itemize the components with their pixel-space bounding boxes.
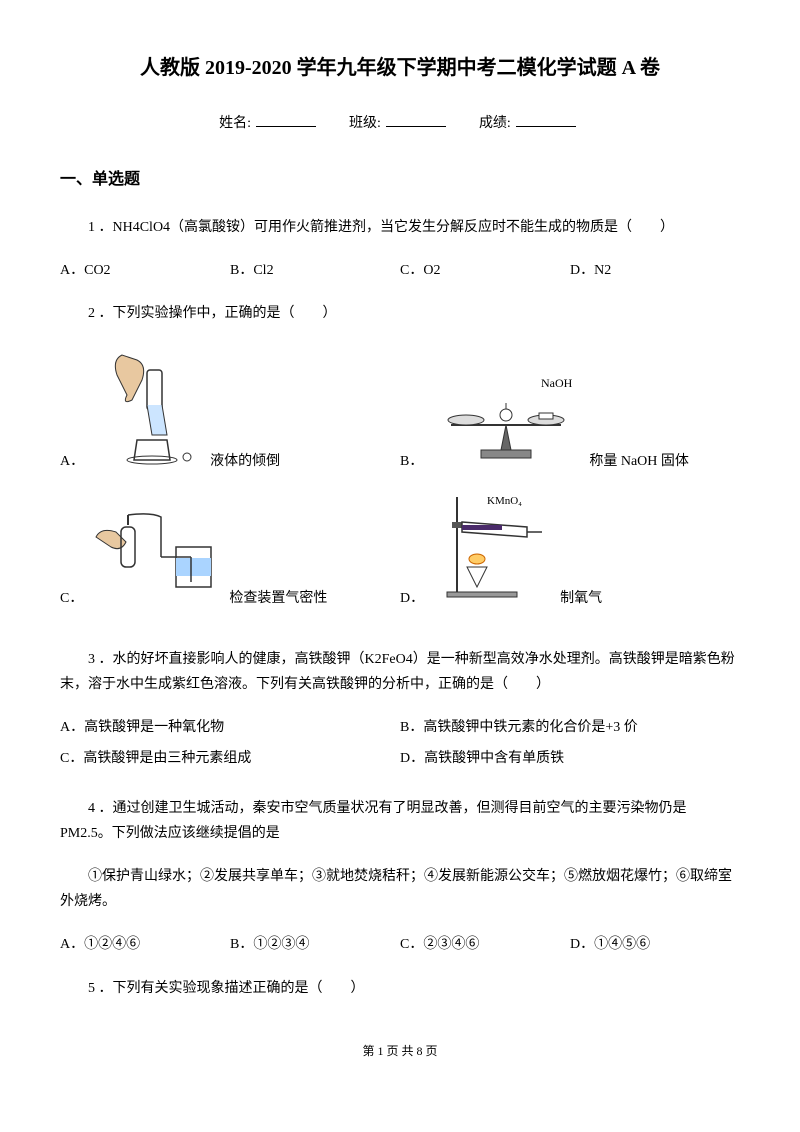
question-2: 2 ．下列实验操作中，正确的是（ ） — [60, 301, 740, 326]
q2-b-prefix: B． — [400, 449, 423, 474]
q2-d-prefix: D． — [400, 586, 424, 611]
q3-opt-a[interactable]: A．高铁酸钾是一种氧化物 — [60, 715, 400, 740]
q2-opt-a[interactable]: A． 液体的倾倒 — [60, 345, 400, 474]
q3-opt-d[interactable]: D．高铁酸钾中含有单质铁 — [400, 746, 740, 771]
q2-opt-d[interactable]: D． KMnO₄ 制氧气 — [400, 492, 740, 611]
q2-image-options: A． 液体的倾倒 B． NaOH — [60, 345, 740, 629]
question-4: 4 ．通过创建卫生城活动，秦安市空气质量状况有了明显改善，但测得目前空气的主要污… — [60, 796, 740, 846]
question-3: 3 ．水的好坏直接影响人的健康，高铁酸钾（K2FeO4）是一种新型高效净水处理剂… — [60, 647, 740, 697]
q2-c-label: 检查装置气密性 — [229, 586, 327, 611]
q1-options: A．CO2 B．Cl2 C．O2 D．N2 — [60, 258, 740, 283]
score-blank[interactable] — [516, 126, 576, 127]
question-1: 1 ．NH4ClO4（高氯酸铵）可用作火箭推进剂，当它发生分解反应时不能生成的物… — [60, 215, 740, 240]
exam-title: 人教版 2019-2020 学年九年级下学期中考二模化学试题 A 卷 — [60, 50, 740, 86]
q1-opt-b[interactable]: B．Cl2 — [230, 258, 400, 283]
q4-items: ①保护青山绿水；②发展共享单车；③就地焚烧秸秆；④发展新能源公交车；⑤燃放烟花爆… — [60, 864, 740, 914]
q1-opt-a[interactable]: A．CO2 — [60, 258, 230, 283]
q4-opt-c[interactable]: C．②③④⑥ — [400, 932, 570, 957]
q2-d-label: 制氧气 — [560, 586, 602, 611]
q3-opt-c[interactable]: C．高铁酸钾是由三种元素组成 — [60, 746, 400, 771]
class-blank[interactable] — [386, 126, 446, 127]
student-info-row: 姓名: 班级: 成绩: — [60, 111, 740, 136]
kmno4-label: KMnO₄ — [487, 495, 522, 507]
q2-opt-c[interactable]: C． 检查装置气密性 — [60, 507, 400, 611]
q4-options: A．①②④⑥ B．①②③④ C．②③④⑥ D．①④⑤⑥ — [60, 932, 740, 957]
q1-opt-d[interactable]: D．N2 — [570, 258, 740, 283]
q2-a-label: 液体的倾倒 — [210, 449, 280, 474]
q4-opt-a[interactable]: A．①②④⑥ — [60, 932, 230, 957]
balance-scale-icon: NaOH — [431, 375, 581, 474]
q2-a-prefix: A． — [60, 449, 84, 474]
score-label: 成绩: — [479, 116, 511, 131]
class-label: 班级: — [349, 116, 381, 131]
q4-opt-b[interactable]: B．①②③④ — [230, 932, 400, 957]
q2-b-label: 称量 NaOH 固体 — [589, 449, 689, 474]
name-label: 姓名: — [219, 116, 251, 131]
q4-opt-d[interactable]: D．①④⑤⑥ — [570, 932, 740, 957]
pouring-liquid-icon — [92, 345, 202, 474]
q3-text: 3 ．水的好坏直接影响人的健康，高铁酸钾（K2FeO4）是一种新型高效净水处理剂… — [60, 652, 735, 692]
q1-opt-c[interactable]: C．O2 — [400, 258, 570, 283]
name-blank[interactable] — [256, 126, 316, 127]
q3-options: A．高铁酸钾是一种氧化物 B．高铁酸钾中铁元素的化合价是+3 价 C．高铁酸钾是… — [60, 715, 740, 777]
q2-c-prefix: C． — [60, 586, 83, 611]
oxygen-prep-icon: KMnO₄ — [432, 492, 552, 611]
question-5: 5 ．下列有关实验现象描述正确的是（ ） — [60, 976, 740, 1001]
q3-opt-b[interactable]: B．高铁酸钾中铁元素的化合价是+3 价 — [400, 715, 740, 740]
airtight-check-icon — [91, 507, 221, 611]
naoh-label: NaOH — [541, 376, 573, 390]
q2-opt-b[interactable]: B． NaOH 称量 NaOH 固体 — [400, 375, 740, 474]
section-1-header: 一、单选题 — [60, 166, 740, 195]
page-footer: 第 1 页 共 8 页 — [60, 1041, 740, 1063]
